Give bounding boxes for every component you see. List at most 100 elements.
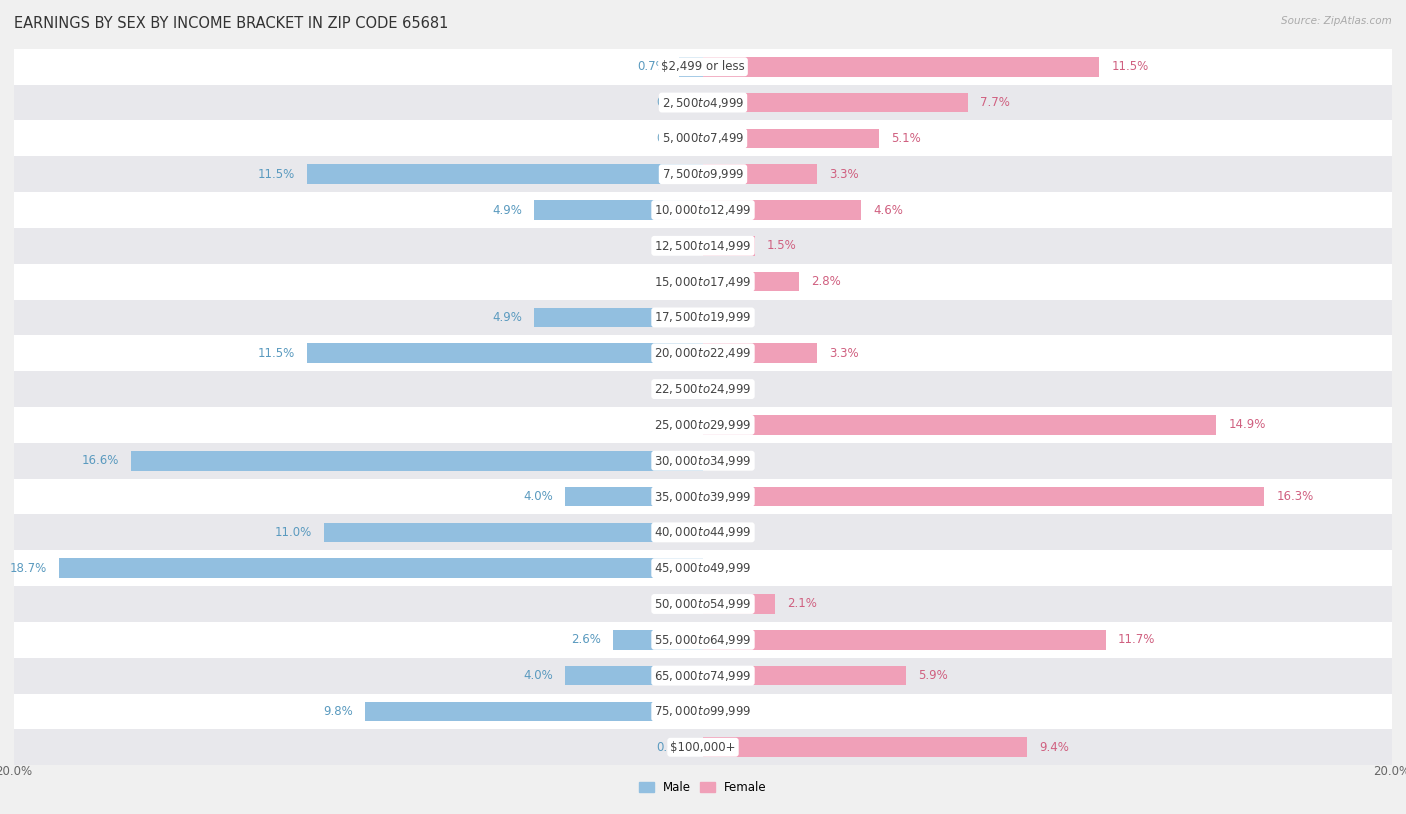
Text: 11.7%: 11.7% [1118, 633, 1156, 646]
Bar [703, 344, 817, 363]
Bar [14, 479, 1392, 514]
Text: 16.6%: 16.6% [82, 454, 120, 467]
Text: 11.5%: 11.5% [1111, 60, 1149, 73]
Bar [703, 57, 1099, 77]
Text: 0.0%: 0.0% [657, 275, 686, 288]
Text: 7.7%: 7.7% [980, 96, 1010, 109]
Text: $2,500 to $4,999: $2,500 to $4,999 [662, 95, 744, 110]
Bar [565, 487, 703, 506]
Text: 4.6%: 4.6% [873, 204, 904, 217]
Text: $2,499 or less: $2,499 or less [661, 60, 745, 73]
Text: 0.0%: 0.0% [657, 132, 686, 145]
Bar [14, 156, 1392, 192]
Bar [14, 658, 1392, 694]
Bar [703, 272, 800, 291]
Text: 0.0%: 0.0% [657, 96, 686, 109]
Bar [14, 120, 1392, 156]
Text: $100,000+: $100,000+ [671, 741, 735, 754]
Bar [703, 487, 1264, 506]
Bar [14, 371, 1392, 407]
Text: 0.0%: 0.0% [657, 741, 686, 754]
Text: 2.1%: 2.1% [787, 597, 817, 610]
Text: $7,500 to $9,999: $7,500 to $9,999 [662, 167, 744, 182]
Text: 0.0%: 0.0% [657, 597, 686, 610]
Bar [703, 594, 775, 614]
Bar [14, 407, 1392, 443]
Text: 5.9%: 5.9% [918, 669, 948, 682]
Text: 0.0%: 0.0% [657, 418, 686, 431]
Text: 0.0%: 0.0% [657, 383, 686, 396]
Text: 0.0%: 0.0% [720, 705, 749, 718]
Text: Source: ZipAtlas.com: Source: ZipAtlas.com [1281, 16, 1392, 26]
Text: 0.0%: 0.0% [720, 454, 749, 467]
Text: 0.0%: 0.0% [657, 239, 686, 252]
Bar [307, 344, 703, 363]
Text: 11.5%: 11.5% [257, 168, 295, 181]
Text: 2.6%: 2.6% [571, 633, 602, 646]
Text: 20.0%: 20.0% [1374, 765, 1406, 778]
Bar [307, 164, 703, 184]
Text: 4.9%: 4.9% [492, 311, 522, 324]
Text: $50,000 to $54,999: $50,000 to $54,999 [654, 597, 752, 611]
Text: $5,000 to $7,499: $5,000 to $7,499 [662, 131, 744, 146]
Text: $12,500 to $14,999: $12,500 to $14,999 [654, 239, 752, 253]
Bar [366, 702, 703, 721]
Bar [703, 129, 879, 148]
Text: $10,000 to $12,499: $10,000 to $12,499 [654, 203, 752, 217]
Bar [14, 694, 1392, 729]
Text: 0.0%: 0.0% [720, 311, 749, 324]
Text: $40,000 to $44,999: $40,000 to $44,999 [654, 525, 752, 540]
Text: 0.7%: 0.7% [637, 60, 666, 73]
Text: 4.0%: 4.0% [523, 490, 553, 503]
Bar [703, 164, 817, 184]
Bar [565, 666, 703, 685]
Bar [14, 586, 1392, 622]
Text: 20.0%: 20.0% [0, 765, 32, 778]
Text: 0.0%: 0.0% [720, 383, 749, 396]
Bar [703, 236, 755, 256]
Text: 4.9%: 4.9% [492, 204, 522, 217]
Text: $15,000 to $17,499: $15,000 to $17,499 [654, 274, 752, 289]
Text: $35,000 to $39,999: $35,000 to $39,999 [654, 489, 752, 504]
Bar [14, 443, 1392, 479]
Bar [14, 85, 1392, 120]
Bar [14, 264, 1392, 300]
Text: $55,000 to $64,999: $55,000 to $64,999 [654, 632, 752, 647]
Text: 9.4%: 9.4% [1039, 741, 1069, 754]
Bar [703, 737, 1026, 757]
Text: 14.9%: 14.9% [1229, 418, 1265, 431]
Bar [14, 335, 1392, 371]
Text: $45,000 to $49,999: $45,000 to $49,999 [654, 561, 752, 575]
Text: $65,000 to $74,999: $65,000 to $74,999 [654, 668, 752, 683]
Bar [323, 523, 703, 542]
Text: 5.1%: 5.1% [891, 132, 921, 145]
Text: $30,000 to $34,999: $30,000 to $34,999 [654, 453, 752, 468]
Text: 18.7%: 18.7% [10, 562, 46, 575]
Bar [14, 550, 1392, 586]
Text: 11.5%: 11.5% [257, 347, 295, 360]
Bar [679, 57, 703, 77]
Bar [613, 630, 703, 650]
Bar [703, 630, 1107, 650]
Text: $22,500 to $24,999: $22,500 to $24,999 [654, 382, 752, 396]
Bar [703, 415, 1216, 435]
Text: 3.3%: 3.3% [828, 347, 858, 360]
Bar [703, 93, 969, 112]
Bar [14, 49, 1392, 85]
Bar [14, 300, 1392, 335]
Text: 2.8%: 2.8% [811, 275, 841, 288]
Bar [534, 200, 703, 220]
Text: 0.0%: 0.0% [720, 526, 749, 539]
Text: $25,000 to $29,999: $25,000 to $29,999 [654, 418, 752, 432]
Text: 16.3%: 16.3% [1277, 490, 1313, 503]
Text: 11.0%: 11.0% [274, 526, 312, 539]
Bar [14, 228, 1392, 264]
Bar [534, 308, 703, 327]
Text: 3.3%: 3.3% [828, 168, 858, 181]
Bar [14, 622, 1392, 658]
Text: 0.0%: 0.0% [720, 562, 749, 575]
Text: 9.8%: 9.8% [323, 705, 353, 718]
Text: $20,000 to $22,499: $20,000 to $22,499 [654, 346, 752, 361]
Bar [703, 200, 862, 220]
Text: $17,500 to $19,999: $17,500 to $19,999 [654, 310, 752, 325]
